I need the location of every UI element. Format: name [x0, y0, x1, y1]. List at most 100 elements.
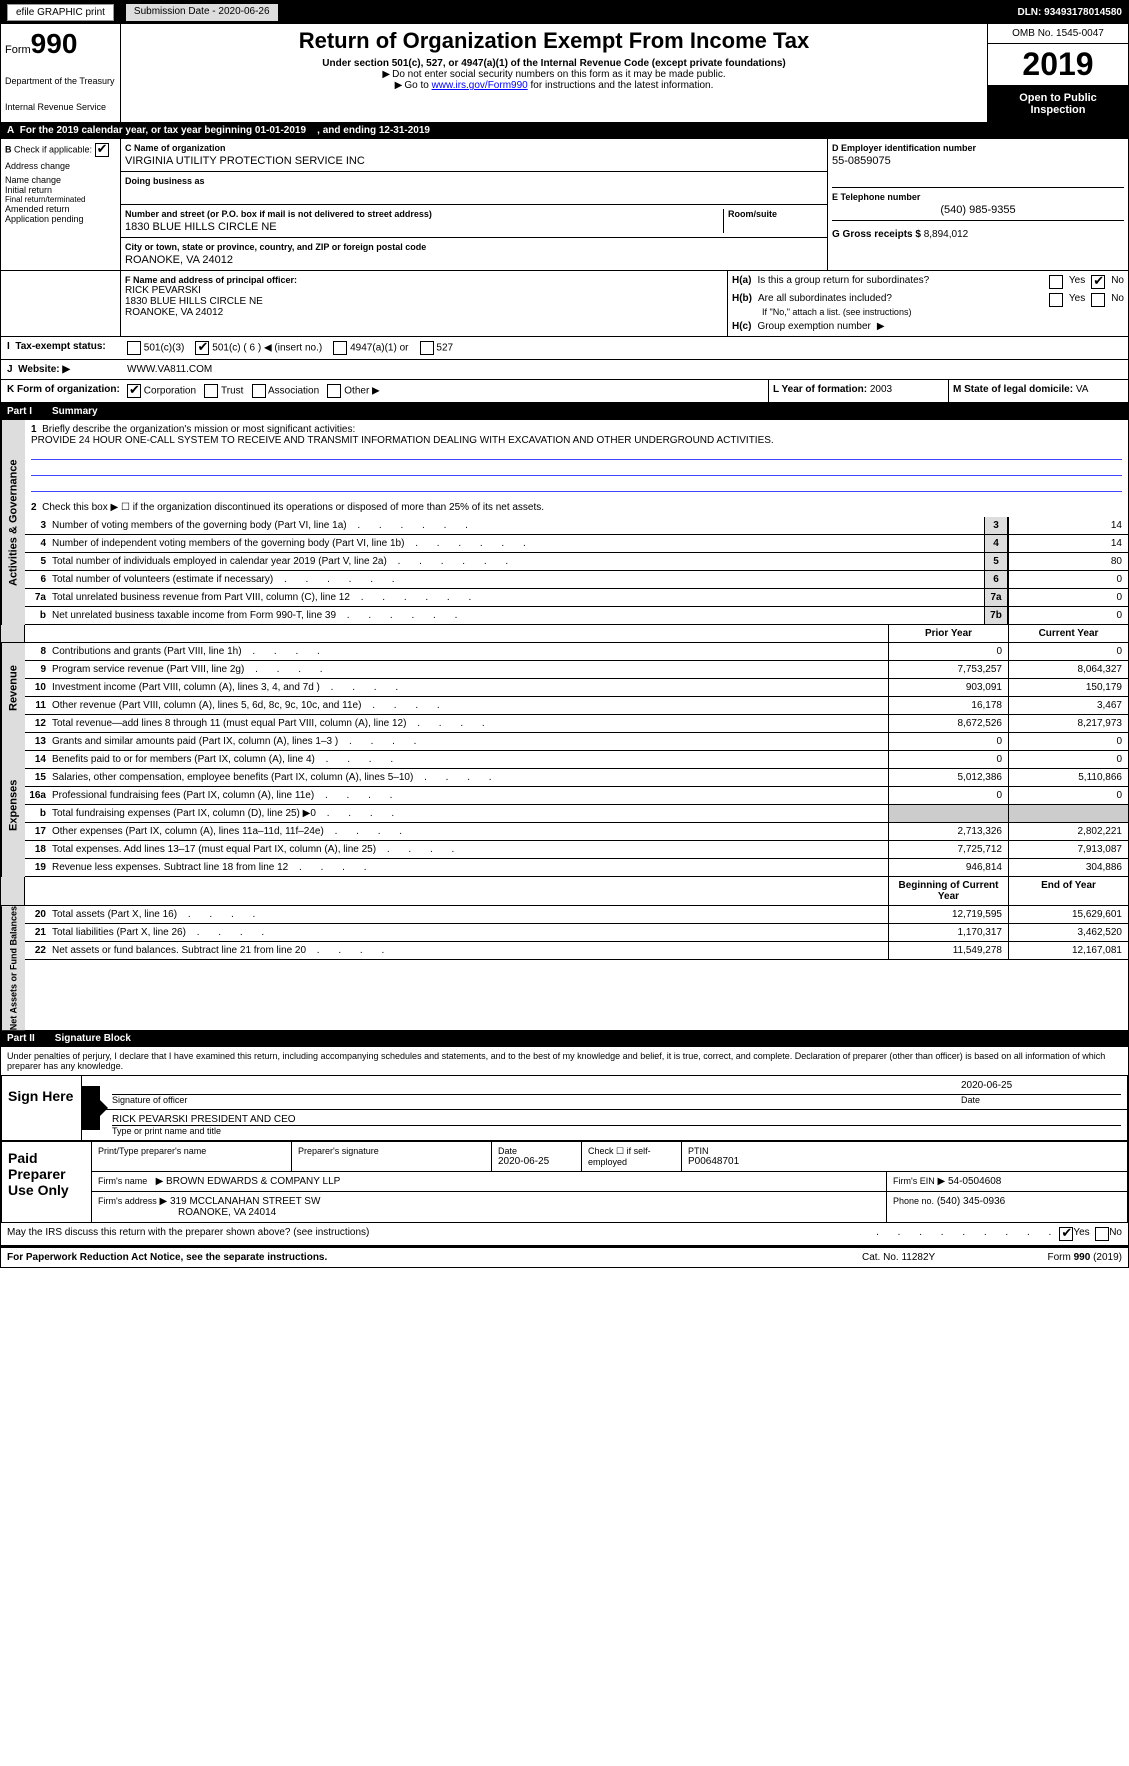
officer-name-title: RICK PEVARSKI PRESIDENT AND CEO [112, 1114, 1121, 1125]
line-row: 8Contributions and grants (Part VIII, li… [25, 643, 1128, 661]
line-row: 12Total revenue—add lines 8 through 11 (… [25, 715, 1128, 733]
org-name: VIRGINIA UTILITY PROTECTION SERVICE INC [125, 155, 823, 167]
line-row: bTotal fundraising expenses (Part IX, co… [25, 805, 1128, 823]
dept-treasury: Department of the Treasury [5, 76, 116, 86]
prep-date: 2020-06-25 [498, 1156, 575, 1167]
mission-label: Briefly describe the organization's miss… [42, 424, 355, 435]
firm-addr1: 319 MCCLANAHAN STREET SW [170, 1196, 320, 1207]
twocol-header: Prior Year Current Year [1, 625, 1128, 643]
ptin: P00648701 [688, 1156, 1121, 1167]
addr-label: Number and street (or P.O. box if mail i… [125, 209, 723, 219]
netassets-section: Net Assets or Fund Balances 20Total asse… [1, 906, 1128, 1030]
perjury-text: Under penalties of perjury, I declare th… [1, 1047, 1128, 1075]
sign-date: 2020-06-25 [961, 1080, 1121, 1094]
ha-yes[interactable] [1049, 275, 1063, 289]
city-label: City or town, state or province, country… [125, 242, 823, 252]
line-row: 3Number of voting members of the governi… [25, 517, 1128, 535]
expenses-side-label: Expenses [1, 733, 25, 877]
checkboxes-b: B Check if applicable: Address change Na… [1, 139, 121, 270]
prior-year-header: Prior Year [888, 625, 1008, 642]
current-year-header: Current Year [1008, 625, 1128, 642]
state-domicile: VA [1076, 384, 1089, 395]
sign-here-label: Sign Here [2, 1076, 82, 1140]
gross-receipts-value: 8,894,012 [924, 229, 969, 240]
dln-label: DLN: 93493178014580 [1017, 7, 1122, 18]
line-row: 5Total number of individuals employed in… [25, 553, 1128, 571]
501c-check[interactable] [195, 341, 209, 355]
chk-initial: Initial return [5, 185, 116, 195]
gross-receipts-label: G Gross receipts $ [832, 229, 921, 240]
527-check[interactable] [420, 341, 434, 355]
line-row: 18Total expenses. Add lines 13–17 (must … [25, 841, 1128, 859]
discuss-yes[interactable] [1059, 1227, 1073, 1241]
corp-check[interactable] [127, 384, 141, 398]
footer: For Paperwork Reduction Act Notice, see … [1, 1247, 1128, 1267]
line-row: bNet unrelated business taxable income f… [25, 607, 1128, 625]
irs-link[interactable]: www.irs.gov/Form990 [432, 80, 528, 91]
line-row: 20Total assets (Part X, line 16) . . . .… [25, 906, 1128, 924]
omb-number: OMB No. 1545-0047 [988, 24, 1128, 44]
date-label: Date [961, 1094, 1121, 1105]
chk-pending: Application pending [5, 214, 116, 224]
4947-check[interactable] [333, 341, 347, 355]
ein-value: 55-0859075 [832, 155, 1124, 167]
addr-change-check[interactable] [95, 143, 109, 157]
part1-header: Part I Summary [1, 403, 1128, 420]
efile-header: efile GRAPHIC print Submission Date - 20… [1, 1, 1128, 24]
mission-text: PROVIDE 24 HOUR ONE-CALL SYSTEM TO RECEI… [31, 435, 1122, 446]
goto-prefix: Go to [404, 80, 431, 91]
goto-suffix: for instructions and the latest informat… [528, 80, 714, 91]
line-row: 4Number of independent voting members of… [25, 535, 1128, 553]
form-title: Return of Organization Exempt From Incom… [125, 28, 983, 54]
line-row: 21Total liabilities (Part X, line 26) . … [25, 924, 1128, 942]
assoc-check[interactable] [252, 384, 266, 398]
preparer-label: Paid Preparer Use Only [2, 1142, 92, 1222]
trust-check[interactable] [204, 384, 218, 398]
firm-name: BROWN EDWARDS & COMPANY LLP [166, 1176, 340, 1187]
submission-date: Submission Date - 2020-06-26 [126, 4, 278, 21]
activities-side-label: Activities & Governance [1, 420, 25, 625]
501c3-check[interactable] [127, 341, 141, 355]
firm-ein: 54-0504608 [948, 1176, 1001, 1187]
discuss-no[interactable] [1095, 1227, 1109, 1241]
tax-year: 2019 [988, 44, 1128, 86]
firm-addr2: ROANOKE, VA 24014 [98, 1207, 880, 1218]
chk-amended: Amended return [5, 204, 116, 214]
chk-addr-change: Address change [5, 161, 116, 171]
cat-no: Cat. No. 11282Y [862, 1252, 982, 1263]
netassets-side-label: Net Assets or Fund Balances [1, 906, 25, 1030]
line-row: 22Net assets or fund balances. Subtract … [25, 942, 1128, 960]
line-row: 17Other expenses (Part IX, column (A), l… [25, 823, 1128, 841]
title-block: Form990 Department of the Treasury Inter… [1, 24, 1128, 122]
sig-officer-label: Signature of officer [112, 1094, 961, 1105]
line-row: 16aProfessional fundraising fees (Part I… [25, 787, 1128, 805]
netassets-header: Beginning of Current Year End of Year [1, 877, 1128, 906]
name-title-label: Type or print name and title [112, 1125, 1121, 1136]
line-row: 15Salaries, other compensation, employee… [25, 769, 1128, 787]
ha-no[interactable] [1091, 275, 1105, 289]
street-address: 1830 BLUE HILLS CIRCLE NE [125, 221, 723, 233]
sign-here-block: Sign Here Signature of officer 2020-06-2… [1, 1075, 1128, 1141]
begin-year-header: Beginning of Current Year [888, 877, 1008, 905]
officer-h-grid: F Name and address of principal officer:… [1, 271, 1128, 337]
other-check[interactable] [327, 384, 341, 398]
end-year-header: End of Year [1008, 877, 1128, 905]
org-name-label: C Name of organization [125, 143, 823, 153]
line-row: 11Other revenue (Part VIII, column (A), … [25, 697, 1128, 715]
hb-yes[interactable] [1049, 293, 1063, 307]
phone-value: (540) 985-9355 [832, 204, 1124, 216]
hb-no[interactable] [1091, 293, 1105, 307]
discuss-text: May the IRS discuss this return with the… [7, 1227, 876, 1241]
line-row: 19Revenue less expenses. Subtract line 1… [25, 859, 1128, 877]
chk-final: Final return/terminated [5, 195, 116, 204]
prep-sig-label: Preparer's signature [298, 1146, 485, 1156]
self-emp-check[interactable]: Check ☐ if self-employed [582, 1142, 682, 1171]
ssn-note: Do not enter social security numbers on … [392, 69, 725, 80]
firm-phone: (540) 345-0936 [937, 1196, 1005, 1207]
form-prefix: Form [5, 44, 31, 56]
row-j: J Website: ▶ WWW.VA811.COM [1, 360, 1128, 380]
hc-label: Group exemption number [757, 321, 870, 332]
meta-grid: B Check if applicable: Address change Na… [1, 139, 1128, 271]
officer-name: RICK PEVARSKI [125, 285, 723, 296]
line-row: 9Program service revenue (Part VIII, lin… [25, 661, 1128, 679]
